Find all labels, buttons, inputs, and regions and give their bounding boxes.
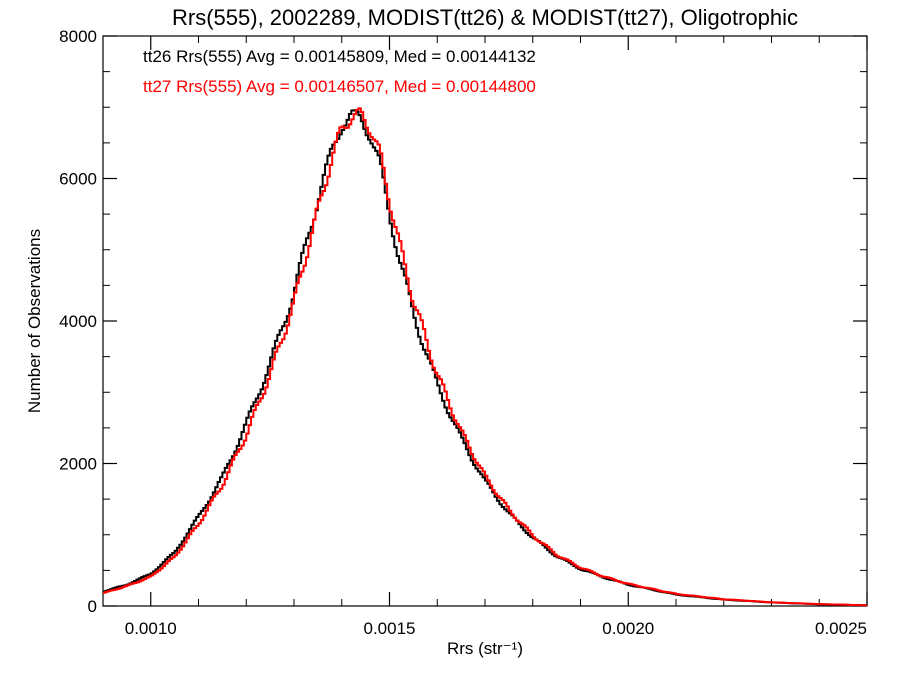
chart-title: Rrs(555), 2002289, MODIST(tt26) & MODIST…	[172, 5, 798, 30]
y-tick-label: 4000	[59, 312, 97, 331]
y-axis-ticks: 0 2000 4000 6000 8000	[59, 27, 867, 616]
annotation-tt26: tt26 Rrs(555) Avg = 0.00145809, Med = 0.…	[143, 47, 536, 66]
x-tick-label: 0.0020	[602, 619, 654, 638]
x-axis-label: Rrs (str⁻¹)	[447, 639, 523, 658]
x-axis-ticks: 0.0010 0.0015 0.0020 0.0025	[102, 36, 868, 638]
y-tick-label: 6000	[59, 170, 97, 189]
series-layer	[103, 107, 867, 607]
histogram-series-line-tt26	[103, 109, 867, 607]
y-tick-label: 8000	[59, 27, 97, 46]
histogram-series-line-tt27	[103, 107, 867, 607]
y-axis-label: Number of Observations	[25, 229, 44, 413]
annotation-tt27: tt27 Rrs(555) Avg = 0.00146507, Med = 0.…	[143, 77, 536, 96]
x-tick-label: 0.0025	[815, 619, 867, 638]
plot-frame	[102, 35, 868, 607]
x-tick-label: 0.0010	[125, 619, 177, 638]
x-tick-label: 0.0015	[364, 619, 416, 638]
y-tick-label: 0	[88, 597, 97, 616]
y-tick-label: 2000	[59, 455, 97, 474]
